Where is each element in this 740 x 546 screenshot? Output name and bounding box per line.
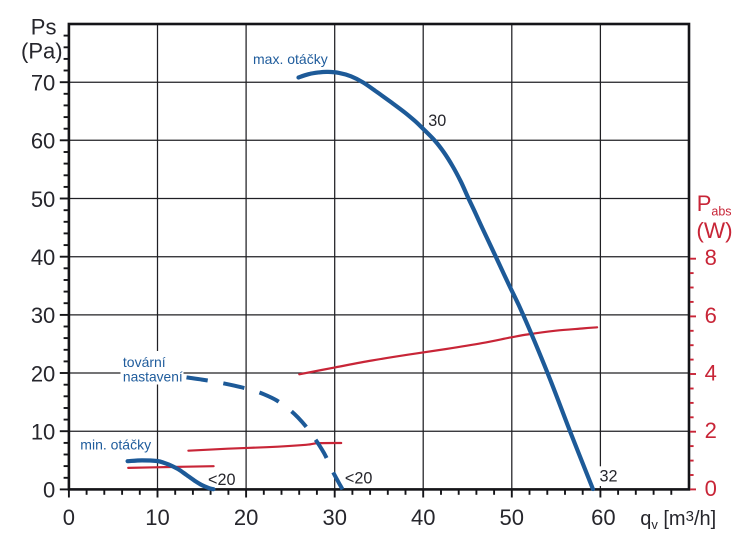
svg-text:(W): (W) — [696, 218, 732, 243]
svg-text:8: 8 — [705, 245, 717, 270]
svg-text:70: 70 — [31, 71, 55, 96]
svg-text:max. otáčky: max. otáčky — [253, 51, 328, 67]
svg-text:0: 0 — [705, 476, 717, 501]
svg-text:min. otáčky: min. otáčky — [80, 436, 151, 452]
svg-text:30: 30 — [428, 112, 446, 130]
svg-text:30: 30 — [322, 505, 346, 530]
svg-text:0: 0 — [63, 505, 75, 530]
svg-text:60: 60 — [591, 505, 615, 530]
svg-text:60: 60 — [31, 129, 55, 154]
svg-text:10: 10 — [31, 420, 55, 445]
svg-text:tovární: tovární — [123, 354, 166, 370]
svg-text:10: 10 — [145, 505, 169, 530]
svg-text:20: 20 — [234, 505, 258, 530]
svg-text:<20: <20 — [208, 471, 235, 489]
svg-text:50: 50 — [500, 505, 524, 530]
svg-text:40: 40 — [31, 245, 55, 270]
svg-text:2: 2 — [705, 418, 717, 443]
svg-text:32: 32 — [600, 467, 618, 485]
svg-text:<20: <20 — [345, 470, 372, 488]
svg-text:0: 0 — [43, 478, 55, 503]
svg-text:Ps: Ps — [31, 15, 57, 40]
svg-text:30: 30 — [31, 303, 55, 328]
svg-text:nastavení: nastavení — [123, 370, 183, 385]
svg-text:20: 20 — [31, 361, 55, 386]
svg-text:6: 6 — [705, 303, 717, 328]
svg-text:(Pa): (Pa) — [21, 38, 63, 63]
svg-text:4: 4 — [705, 361, 717, 386]
svg-text:50: 50 — [31, 187, 55, 212]
svg-text:40: 40 — [411, 505, 435, 530]
